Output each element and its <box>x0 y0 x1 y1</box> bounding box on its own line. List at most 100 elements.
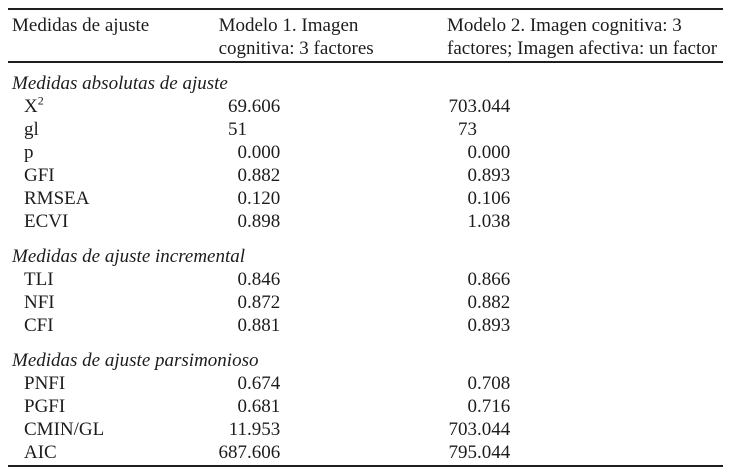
model2-value-integer: 0 <box>467 292 478 313</box>
model2-value: 0.708 <box>380 372 723 395</box>
model1-value-integer: 51 <box>228 119 247 140</box>
model2-value-fraction: .044 <box>477 96 511 117</box>
model2-value-integer: 0 <box>467 188 478 209</box>
model2-value-fraction: .000 <box>477 142 511 163</box>
metric-label: CMIN/GL <box>24 419 105 440</box>
model1-value-integer: 0 <box>237 396 248 417</box>
model1-value-integer: 0 <box>237 165 248 186</box>
model2-value-integer: 703 <box>448 419 478 440</box>
metric-label: ECVI <box>24 211 69 232</box>
model2-value-fraction: .044 <box>477 442 511 463</box>
table-header-row: Medidas de ajuste Modelo 1. Imagen cogni… <box>8 10 723 60</box>
model2-value: 0.000 <box>380 141 723 164</box>
metric-label: RMSEA <box>24 188 90 209</box>
model1-value-fraction: .881 <box>247 315 281 336</box>
model1-value-fraction: .681 <box>247 396 281 417</box>
model1-value: 0.681 <box>150 395 380 418</box>
model1-value: 0.881 <box>150 314 380 337</box>
model1-value-integer: 0 <box>237 142 248 163</box>
model2-value: 0.893 <box>380 314 723 337</box>
header-col-modelo1-text: Modelo 1. Imagen cognitiva: 3 factores <box>218 15 374 59</box>
model2-value: 703.044 <box>380 418 723 441</box>
model2-value-fraction: .893 <box>477 165 511 186</box>
model1-value: 51 <box>150 118 380 141</box>
metric-label: GFI <box>24 165 55 186</box>
table-row: RMSEA 0.120 0.106 <box>8 187 723 210</box>
model1-value-fraction: .606 <box>247 96 281 117</box>
model2-value-integer: 73 <box>458 119 477 140</box>
model1-value-fraction: .872 <box>247 292 281 313</box>
model2-value-fraction: .106 <box>477 188 511 209</box>
metric-label: NFI <box>24 292 55 313</box>
header-col-modelo1: Modelo 1. Imagen cognitiva: 3 factores <box>219 14 447 60</box>
table-row: gl 51 73 <box>8 118 723 141</box>
table-row: PGFI 0.681 0.716 <box>8 395 723 418</box>
metric-label-superscript: 2 <box>37 93 44 108</box>
model2-value-fraction: .038 <box>477 211 511 232</box>
model2-value-fraction: .893 <box>477 315 511 336</box>
model1-value-integer: 0 <box>237 292 248 313</box>
metric-label: X2 <box>24 93 44 117</box>
model2-value: 0.716 <box>380 395 723 418</box>
model2-value-integer: 0 <box>467 142 478 163</box>
metric-label: TLI <box>24 269 54 290</box>
model1-value: 0.882 <box>150 164 380 187</box>
model2-value: 0.866 <box>380 268 723 291</box>
table-top-rule <box>8 8 723 10</box>
metric-label: AIC <box>24 442 57 463</box>
model1-value: 0.872 <box>150 291 380 314</box>
model1-value: 69.606 <box>150 95 380 118</box>
metric-label: PGFI <box>24 396 66 417</box>
model1-value-integer: 0 <box>237 269 248 290</box>
model2-value-fraction: .866 <box>477 269 511 290</box>
model1-value-fraction: .882 <box>247 165 281 186</box>
model1-value-fraction: .606 <box>247 442 281 463</box>
model1-value: 687.606 <box>150 441 380 464</box>
model2-value: 703.044 <box>380 95 723 118</box>
section-title: Medidas absolutas de ajuste <box>12 73 228 94</box>
model2-value-integer: 795 <box>448 442 478 463</box>
table-row: NFI 0.872 0.882 <box>8 291 723 314</box>
model1-value-fraction: .120 <box>247 188 281 209</box>
model2-value: 1.038 <box>380 210 723 233</box>
model1-value: 0.846 <box>150 268 380 291</box>
table-row: X2 69.606 703.044 <box>8 95 723 118</box>
model1-value-fraction: .000 <box>247 142 281 163</box>
model1-value-fraction: .953 <box>247 419 281 440</box>
model2-value: 73 <box>380 118 723 141</box>
table-row: PNFI 0.674 0.708 <box>8 372 723 395</box>
model2-value-integer: 703 <box>448 96 478 117</box>
metric-label: gl <box>24 119 39 140</box>
model1-value: 11.953 <box>150 418 380 441</box>
header-col-medidas: Medidas de ajuste <box>12 15 150 36</box>
table-row: TLI 0.846 0.866 <box>8 268 723 291</box>
header-col-modelo2-text: Modelo 2. Imagen cognitiva: 3 factores; … <box>447 15 718 59</box>
model2-value-integer: 0 <box>467 396 478 417</box>
model2-value-integer: 0 <box>467 165 478 186</box>
section-title: Medidas de ajuste incremental <box>12 246 246 267</box>
model1-value-integer: 69 <box>228 96 247 117</box>
table-row: ECVI 0.898 1.038 <box>8 210 723 233</box>
table-header-rule <box>8 61 723 63</box>
metric-label: p <box>24 142 34 163</box>
model2-value: 0.882 <box>380 291 723 314</box>
model1-value: 0.674 <box>150 372 380 395</box>
model2-value: 0.893 <box>380 164 723 187</box>
metric-label: PNFI <box>24 373 66 394</box>
model1-value: 0.000 <box>150 141 380 164</box>
model1-value-integer: 0 <box>237 188 248 209</box>
model1-value: 0.898 <box>150 210 380 233</box>
model2-value-integer: 0 <box>467 269 478 290</box>
model1-value-integer: 687 <box>218 442 248 463</box>
table-row: GFI 0.882 0.893 <box>8 164 723 187</box>
table-row: CFI 0.881 0.893 <box>8 314 723 337</box>
model2-value: 0.106 <box>380 187 723 210</box>
model2-value-integer: 0 <box>467 373 478 394</box>
model1-value-fraction: .898 <box>247 211 281 232</box>
table-row: CMIN/GL 11.953 703.044 <box>8 418 723 441</box>
header-col-modelo2: Modelo 2. Imagen cognitiva: 3 factores; … <box>447 14 723 60</box>
model2-value-fraction: .708 <box>477 373 511 394</box>
metric-label: CFI <box>24 315 54 336</box>
model1-value-integer: 0 <box>237 315 248 336</box>
